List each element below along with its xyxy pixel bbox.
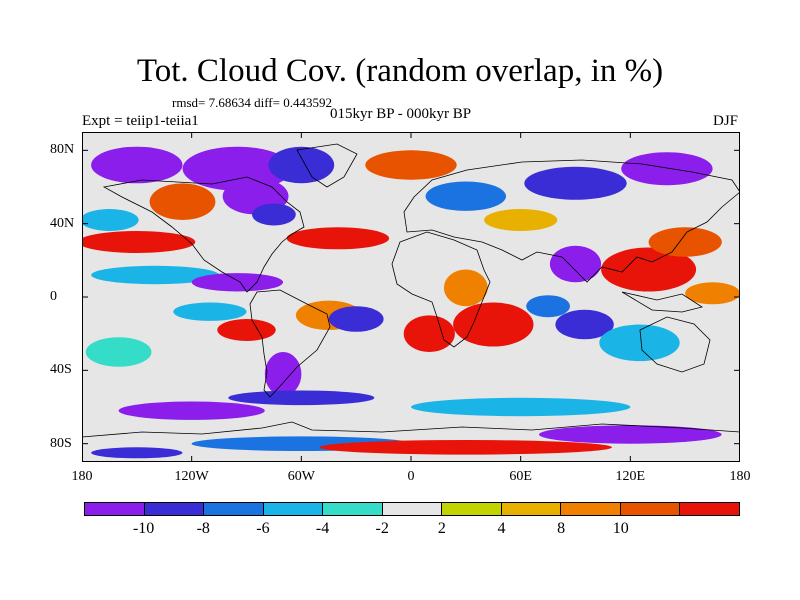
colorbar-label-3: -4	[315, 520, 330, 537]
lat-label-4: 80S	[50, 435, 72, 451]
coastline-eurasia	[403, 159, 740, 283]
lon-label-1: 120W	[174, 469, 209, 484]
lon-label-5: 120E	[615, 469, 646, 484]
anomaly-region-26	[599, 324, 680, 362]
coastlines	[82, 143, 740, 438]
anomaly-region-16	[85, 337, 152, 367]
anomaly-region-21	[555, 309, 614, 340]
map-panel	[82, 132, 740, 462]
anomaly-regions	[82, 146, 740, 459]
coastline-australia	[639, 316, 711, 373]
colorbar-segment-10	[680, 503, 740, 515]
anomaly-region-7	[286, 227, 390, 250]
anomaly-region-22	[549, 245, 602, 283]
coastline-africa	[391, 231, 491, 348]
anomaly-region-12	[217, 319, 276, 341]
colorbar-label-5: 2	[437, 520, 446, 537]
anomaly-region-18	[453, 302, 534, 347]
colorbar-segment-0	[85, 503, 145, 515]
anomaly-region-14	[328, 306, 384, 332]
colorbar-label-2: -6	[256, 520, 270, 537]
anomaly-region-32	[228, 390, 375, 406]
colorbar	[84, 502, 740, 516]
anomaly-region-30	[365, 150, 457, 180]
colorbar-label-1: -8	[196, 520, 210, 537]
colorbar-segment-7	[501, 503, 562, 515]
anomaly-region-15	[264, 352, 302, 396]
experiment-label: Expt = teiip1-teiia1	[82, 113, 199, 129]
colorbar-segment-8	[561, 503, 621, 515]
lat-label-2: 0	[50, 289, 57, 304]
anomaly-region-5	[149, 183, 216, 220]
lon-label-4: 60E	[509, 469, 532, 484]
anomaly-region-24	[648, 227, 722, 257]
anomaly-region-9	[91, 265, 220, 285]
coastline-greenland	[296, 143, 358, 188]
anomaly-region-38	[91, 447, 183, 459]
anomaly-region-17	[403, 315, 455, 352]
lon-label-6: 180	[729, 469, 751, 484]
anomaly-region-31	[484, 209, 558, 231]
anomaly-region-37	[319, 440, 612, 455]
anomaly-region-20	[526, 295, 570, 318]
anomaly-region-4	[252, 203, 296, 226]
anomaly-region-6	[82, 231, 196, 253]
coastline-north-america	[102, 176, 305, 293]
anomaly-region-2	[268, 146, 335, 184]
anomaly-region-34	[118, 401, 265, 420]
lat-label-1: 40N	[50, 215, 75, 231]
colorbar-segment-9	[620, 503, 681, 515]
map-frame	[82, 132, 740, 462]
anomaly-region-25	[685, 282, 740, 305]
colorbar-segment-3	[263, 503, 324, 515]
colorbar-segment-1	[144, 503, 205, 515]
coastline-south-america	[249, 289, 331, 398]
colorbar-segment-4	[323, 503, 383, 515]
colorbar-label-7: 8	[557, 520, 566, 537]
anomaly-region-10	[191, 273, 284, 292]
season-label: DJF	[712, 113, 738, 129]
stats-text: rmsd= 7.68634 diff= 0.443592	[172, 95, 332, 110]
lon-label-3: 0	[407, 469, 415, 484]
colorbar-segment-5	[382, 503, 443, 515]
colorbar-segment-6	[442, 503, 502, 515]
lat-label-3: 40S	[50, 362, 72, 378]
anomaly-region-27	[425, 181, 506, 211]
colorbar-label-6: 4	[497, 520, 506, 537]
colorbar-label-4: -2	[375, 520, 389, 537]
anomaly-region-0	[91, 146, 183, 184]
anomaly-region-19	[443, 269, 488, 307]
anomaly-region-35	[538, 425, 722, 444]
anomaly-region-29	[621, 152, 713, 186]
anomaly-region-28	[524, 166, 627, 200]
anomaly-region-8	[82, 209, 139, 231]
anomaly-region-11	[173, 302, 247, 321]
anomaly-region-33	[411, 397, 631, 417]
colorbar-label-0: -10	[132, 520, 155, 537]
coastline-antarctica	[82, 421, 740, 438]
chart-title: Tot. Cloud Cov. (random overlap, in %)	[136, 53, 664, 89]
lon-label-2: 60W	[287, 469, 315, 484]
colorbar-label-8: 10	[612, 520, 629, 537]
lat-label-0: 80N	[50, 142, 75, 158]
lon-label-0: 180	[71, 469, 93, 484]
period-label: 015kyr BP - 000kyr BP	[330, 106, 472, 122]
anomaly-map	[82, 132, 740, 462]
anomaly-region-23	[601, 247, 697, 292]
coastline-indonesia	[621, 291, 703, 313]
colorbar-segment-2	[204, 503, 264, 515]
